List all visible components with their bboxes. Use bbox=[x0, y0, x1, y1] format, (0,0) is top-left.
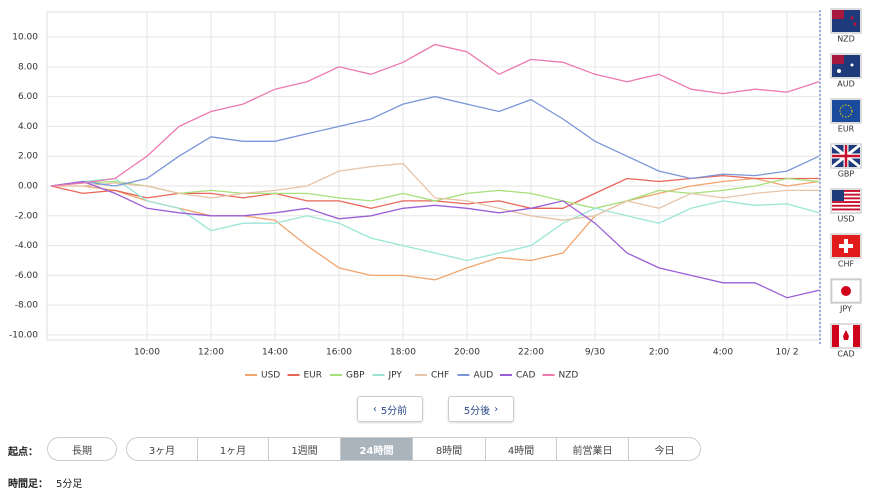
flag-part bbox=[853, 325, 860, 347]
flag-part bbox=[832, 55, 844, 64]
flag-part bbox=[832, 197, 860, 200]
x-tick-label: 10/ 2 bbox=[775, 348, 798, 358]
flag-label: CHF bbox=[838, 260, 855, 269]
period-tab[interactable]: 1ヶ月 bbox=[197, 437, 269, 461]
legend-label: GBP bbox=[346, 371, 365, 381]
flag-part bbox=[841, 286, 851, 296]
flag-part bbox=[850, 63, 854, 67]
period-tab[interactable]: 8時間 bbox=[412, 437, 486, 461]
flag-label: JPY bbox=[839, 305, 852, 314]
flag-part bbox=[832, 201, 860, 203]
legend-label: AUD bbox=[474, 371, 494, 381]
period-label: 起点： bbox=[8, 447, 38, 458]
flag-part bbox=[839, 104, 853, 118]
period-tab[interactable]: 1週間 bbox=[268, 437, 341, 461]
flag-part bbox=[832, 145, 860, 167]
period-tab[interactable]: 24時間 bbox=[340, 437, 413, 461]
x-tick-label: 12:00 bbox=[198, 348, 224, 358]
flag-label: AUD bbox=[837, 80, 855, 89]
period-tab[interactable]: 長期 bbox=[47, 437, 117, 461]
x-tick-label: 4:00 bbox=[713, 348, 733, 358]
currency-flag[interactable]: AUD bbox=[830, 53, 862, 89]
y-tick-label: 0.00 bbox=[18, 181, 38, 191]
y-tick-label: 4.00 bbox=[18, 122, 38, 132]
flag-part bbox=[832, 190, 860, 192]
plot-frame bbox=[46, 11, 821, 341]
flag-label: GBP bbox=[838, 170, 855, 179]
currency-flag[interactable]: NZD bbox=[830, 8, 862, 44]
period-tab[interactable]: 4時間 bbox=[485, 437, 557, 461]
flag-bg bbox=[832, 100, 860, 122]
currency-flag[interactable]: GBP bbox=[830, 143, 862, 179]
currency-flag[interactable]: USD bbox=[830, 188, 862, 224]
flag-part bbox=[832, 325, 839, 347]
x-tick-label: 18:00 bbox=[390, 348, 416, 358]
chart: 10.00 8.00 6.00 4.00 2.00 0.00 -2.00 -4.00 -6.00… bbox=[9, 8, 862, 381]
y-tick-label: -8.00 bbox=[15, 301, 39, 311]
flag-part bbox=[843, 330, 849, 340]
series-line bbox=[50, 177, 820, 262]
flag-part bbox=[832, 190, 844, 201]
currency-flag[interactable]: EUR bbox=[830, 98, 862, 134]
flag-part bbox=[832, 10, 844, 19]
flag-part bbox=[832, 204, 860, 207]
series-line bbox=[50, 177, 820, 209]
flag-part bbox=[832, 208, 860, 211]
flag-part bbox=[839, 244, 853, 248]
flag-part bbox=[853, 22, 857, 26]
flag-part bbox=[850, 16, 854, 20]
x-tick-label: 16:00 bbox=[326, 348, 352, 358]
legend-label: JPY bbox=[388, 371, 403, 381]
currency-flag[interactable]: JPY bbox=[830, 278, 862, 314]
x-tick-label: 10:00 bbox=[134, 348, 160, 358]
legend-label: CAD bbox=[516, 371, 535, 381]
series-line bbox=[50, 43, 820, 187]
y-tick-label: 6.00 bbox=[18, 92, 38, 102]
period-tab[interactable]: 今日 bbox=[628, 437, 701, 461]
currency-flag[interactable]: CAD bbox=[830, 323, 862, 359]
next-button[interactable]: 5分後 › bbox=[448, 396, 514, 422]
y-tick-label: -10.00 bbox=[9, 330, 38, 340]
legend-label: CHF bbox=[431, 371, 449, 381]
flag-label: EUR bbox=[838, 125, 855, 134]
y-tick-label: 2.00 bbox=[18, 152, 38, 162]
y-tick-label: -2.00 bbox=[15, 211, 39, 221]
x-tick-label: 2:00 bbox=[649, 348, 669, 358]
y-tick-label: 10.00 bbox=[12, 33, 38, 43]
flag-label: CAD bbox=[837, 350, 854, 359]
legend-label: USD bbox=[261, 371, 280, 381]
x-tick-label: 14:00 bbox=[262, 348, 288, 358]
legend-label: NZD bbox=[559, 371, 579, 381]
flag-label: NZD bbox=[837, 35, 855, 44]
y-tick-label: 8.00 bbox=[18, 62, 38, 72]
flag-part bbox=[837, 69, 841, 73]
x-tick-label: 20:00 bbox=[454, 348, 480, 358]
currency-flag[interactable]: CHF bbox=[830, 233, 862, 269]
series-line bbox=[50, 180, 820, 299]
period-tab[interactable]: 前営業日 bbox=[556, 437, 629, 461]
prev-button[interactable]: ‹ 5分前 bbox=[357, 396, 423, 422]
x-tick-label: 22:00 bbox=[518, 348, 544, 358]
flag-part bbox=[832, 193, 860, 196]
series-line bbox=[50, 95, 820, 187]
y-tick-label: -6.00 bbox=[15, 271, 39, 281]
y-tick-label: -4.00 bbox=[15, 241, 39, 251]
period-tab[interactable]: 3ヶ月 bbox=[126, 437, 198, 461]
x-tick-label: 9/30 bbox=[585, 348, 605, 358]
legend-label: EUR bbox=[304, 371, 323, 381]
footer-label: 時間足： bbox=[8, 479, 48, 490]
series-line bbox=[51, 177, 820, 281]
footer-value: 5分足 bbox=[56, 479, 83, 490]
series-line bbox=[51, 162, 819, 221]
flag-label: USD bbox=[837, 215, 854, 224]
